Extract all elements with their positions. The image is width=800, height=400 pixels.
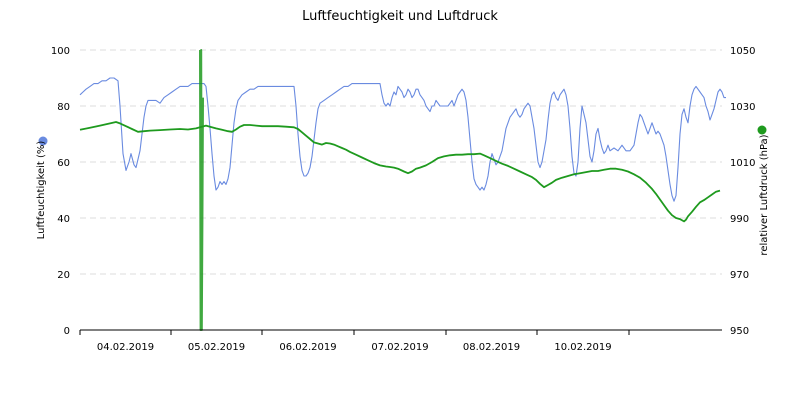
legend-marker-pressure	[757, 125, 767, 135]
y-right-axis-label: relativer Luftdruck (hPa)	[759, 134, 770, 255]
y-right-tick-label: 990	[730, 214, 749, 225]
y-right-tick-label: 1010	[730, 158, 755, 169]
grid-lines	[80, 49, 722, 275]
y-left-axis-label: Luftfeuchtigkeit (%)	[36, 141, 47, 240]
x-tick-label: 06.02.2019	[279, 342, 336, 353]
chart-title: Luftfeuchtigkeit und Luftdruck	[302, 9, 498, 24]
y-right-tick-label: 970	[730, 270, 749, 281]
y-left-tick-label: 20	[57, 270, 70, 281]
y-right-tick-label: 950	[730, 326, 749, 337]
legend-marker-humidity	[38, 136, 48, 146]
y-left-tick-label: 100	[51, 46, 70, 57]
x-tick-label: 10.02.2019	[554, 342, 611, 353]
x-tick-label: 05.02.2019	[188, 342, 245, 353]
series-line	[199, 49, 204, 331]
series-line	[79, 121, 721, 223]
y-left-tick-label: 80	[57, 102, 70, 113]
y-left-tick-label: 60	[57, 158, 70, 169]
x-tick-label: 04.02.2019	[97, 342, 154, 353]
axes	[79, 329, 722, 335]
y-right-tick-label: 1030	[730, 102, 755, 113]
x-tick-label: 08.02.2019	[463, 342, 520, 353]
y-left-tick-label: 0	[64, 326, 70, 337]
x-tick-label: 07.02.2019	[371, 342, 428, 353]
y-right-tick-label: 1050	[730, 46, 755, 57]
y-left-tick-label: 40	[57, 214, 70, 225]
series-line	[79, 77, 726, 202]
